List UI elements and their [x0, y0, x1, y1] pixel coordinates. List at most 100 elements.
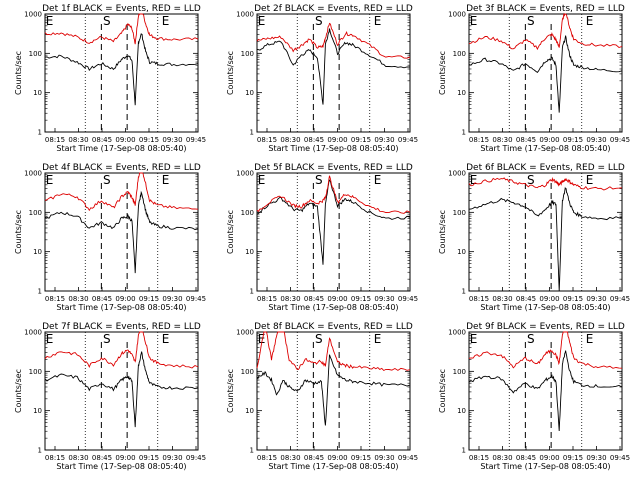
interval-marker: E: [470, 173, 478, 187]
y-axis-label: Counts/sec: [226, 210, 235, 254]
y-tick-label: 10: [245, 89, 254, 97]
plot-frame: [468, 13, 623, 133]
x-tick-label: 09:00: [539, 454, 559, 462]
panel-title: Det 3f BLACK = Events, RED = LLD: [466, 4, 625, 14]
y-tick-label: 10: [245, 248, 254, 256]
panel-title: Det 8f BLACK = Events, RED = LLD: [254, 322, 413, 332]
x-tick-label: 09:30: [162, 295, 182, 303]
interval-marker: E: [470, 14, 478, 28]
interval-marker: E: [46, 14, 54, 28]
detector-panel: Det 1f BLACK = Events, RED = LLD 1 10 100 10…: [14, 4, 206, 153]
interval-marker: E: [374, 14, 382, 28]
events-series-line: [44, 351, 199, 428]
lld-series-line: [44, 13, 199, 45]
y-tick-label: 100: [29, 50, 42, 58]
x-tick-label: 09:45: [398, 454, 418, 462]
panel-title: Det 2f BLACK = Events, RED = LLD: [254, 4, 413, 14]
x-tick-label: 09:15: [139, 454, 159, 462]
interval-marker: S: [315, 14, 323, 28]
plot-frame: [256, 172, 411, 292]
x-tick-label: 08:45: [92, 295, 112, 303]
x-tick-label: 09:00: [539, 136, 559, 144]
y-tick-label: 1000: [24, 11, 42, 19]
detector-panel: Det 8f BLACK = Events, RED = LLD 1 10 100 10…: [226, 322, 418, 471]
x-axis-label: Start Time (17-Sep-08 08:05:40): [268, 303, 398, 312]
x-tick-label: 09:30: [374, 295, 394, 303]
panel-title: Det 7f BLACK = Events, RED = LLD: [42, 322, 201, 332]
y-tick-label: 1: [462, 288, 466, 296]
x-tick-label: 09:30: [162, 454, 182, 462]
x-tick-label: 09:15: [139, 136, 159, 144]
y-axis-label: Counts/sec: [14, 51, 23, 95]
x-tick-label: 08:45: [304, 136, 324, 144]
x-tick-label: 08:15: [45, 136, 65, 144]
x-tick-label: 08:15: [45, 454, 65, 462]
lld-series-line: [44, 331, 199, 369]
plot-frame: [468, 172, 623, 292]
panel-title: Det 4f BLACK = Events, RED = LLD: [42, 163, 201, 173]
events-series-line: [468, 350, 623, 432]
plot-frame: [468, 331, 623, 451]
x-tick-label: 08:15: [469, 136, 489, 144]
x-tick-label: 09:45: [186, 136, 206, 144]
lld-series-line: [256, 22, 411, 59]
interval-marker: S: [527, 173, 535, 187]
x-tick-label: 08:30: [68, 136, 88, 144]
interval-marker: E: [374, 332, 382, 346]
x-tick-label: 08:30: [280, 136, 300, 144]
x-tick-label: 09:45: [398, 295, 418, 303]
y-tick-label: 1: [462, 129, 466, 137]
plot-frame: [44, 172, 199, 292]
x-tick-label: 09:00: [115, 454, 135, 462]
y-axis-label: Counts/sec: [226, 51, 235, 95]
plot-frame: [256, 331, 411, 451]
y-axis-label: Counts/sec: [226, 369, 235, 413]
y-axis-label: Counts/sec: [14, 210, 23, 254]
x-axis-label: Start Time (17-Sep-08 08:05:40): [56, 303, 186, 312]
x-tick-label: 09:00: [327, 295, 347, 303]
x-tick-label: 08:30: [492, 454, 512, 462]
y-tick-label: 1000: [448, 170, 466, 178]
x-tick-label: 08:45: [304, 454, 324, 462]
interval-marker: S: [527, 14, 535, 28]
x-tick-label: 09:30: [162, 136, 182, 144]
interval-marker: E: [46, 332, 54, 346]
y-tick-label: 100: [453, 50, 466, 58]
x-tick-label: 09:45: [186, 454, 206, 462]
x-tick-label: 08:15: [257, 136, 277, 144]
x-tick-label: 09:00: [539, 295, 559, 303]
lld-series-line: [256, 331, 411, 372]
interval-marker: E: [162, 173, 170, 187]
x-axis-label: Start Time (17-Sep-08 08:05:40): [268, 462, 398, 471]
plot-frame: [44, 331, 199, 451]
y-tick-label: 100: [241, 209, 254, 217]
y-tick-label: 1000: [24, 329, 42, 337]
x-tick-label: 08:30: [280, 295, 300, 303]
plot-frame: [256, 13, 411, 133]
interval-marker: E: [586, 14, 594, 28]
x-axis-label: Start Time (17-Sep-08 08:05:40): [480, 144, 610, 153]
events-series-line: [468, 186, 623, 292]
events-series-line: [44, 190, 199, 274]
x-tick-label: 08:30: [492, 136, 512, 144]
x-tick-label: 09:15: [351, 454, 371, 462]
y-tick-label: 100: [29, 209, 42, 217]
y-tick-label: 100: [453, 368, 466, 376]
y-tick-label: 1000: [236, 329, 254, 337]
x-tick-label: 09:15: [139, 295, 159, 303]
plot-frame: [44, 13, 199, 133]
interval-marker: E: [374, 173, 382, 187]
x-tick-label: 09:45: [398, 136, 418, 144]
y-tick-label: 100: [29, 368, 42, 376]
x-tick-label: 09:45: [186, 295, 206, 303]
y-axis-label: Counts/sec: [14, 369, 23, 413]
interval-marker: E: [162, 332, 170, 346]
x-tick-label: 08:30: [68, 295, 88, 303]
x-tick-label: 09:30: [586, 136, 606, 144]
x-tick-label: 08:15: [469, 295, 489, 303]
x-tick-label: 08:45: [304, 295, 324, 303]
y-tick-label: 100: [241, 368, 254, 376]
interval-marker: S: [103, 14, 111, 28]
x-tick-label: 08:15: [257, 454, 277, 462]
